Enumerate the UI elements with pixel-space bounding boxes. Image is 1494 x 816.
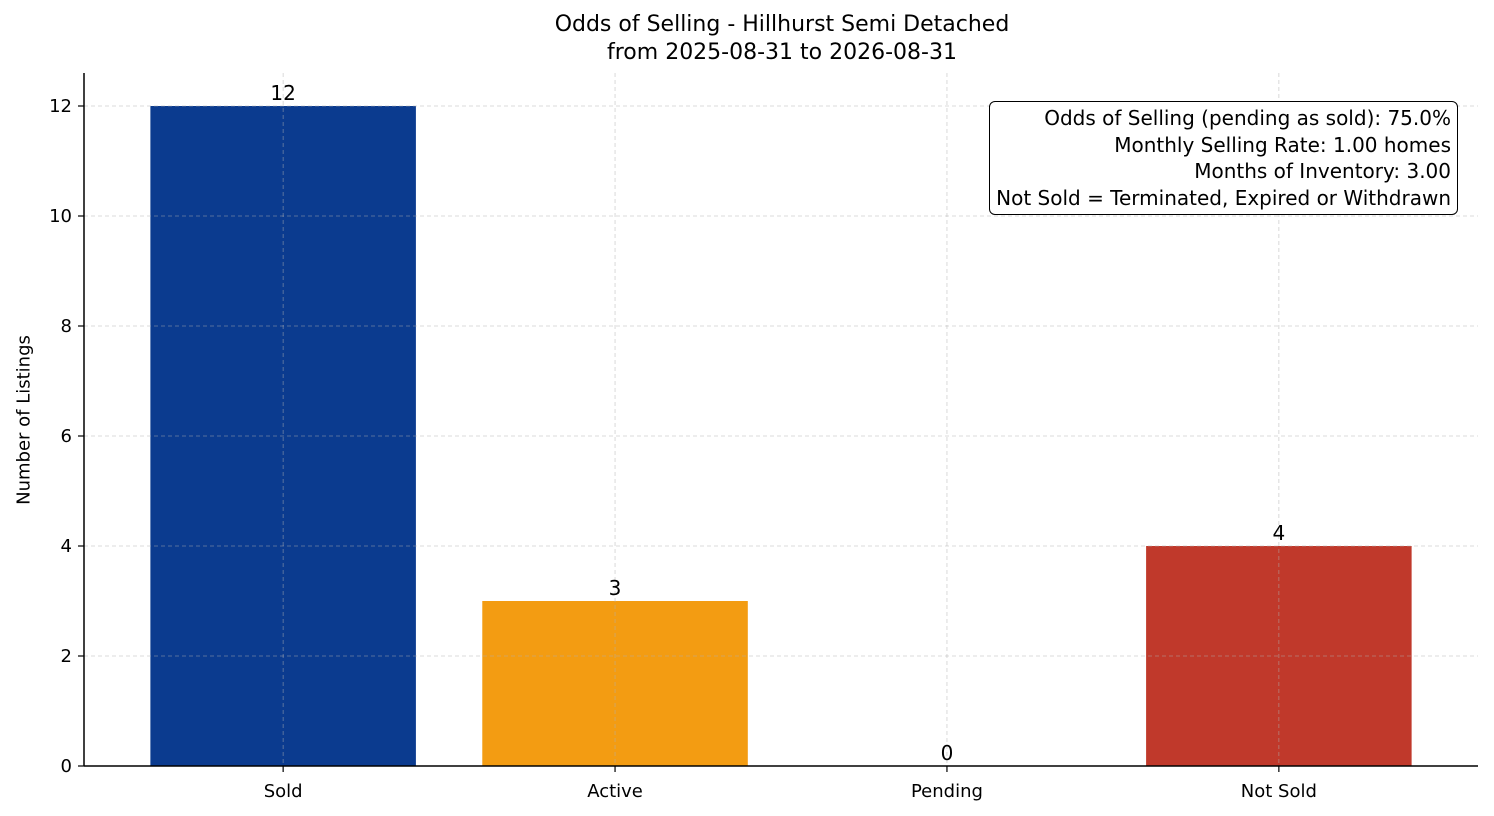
y-tick-label: 2	[61, 646, 72, 667]
stats-line-inventory: Months of Inventory: 3.00	[1194, 159, 1451, 183]
y-tick-label: 10	[49, 206, 72, 227]
data-label-active: 3	[609, 576, 622, 600]
axis-layer: 0 2 4 6 8 10 12 Sold Active Pending Not Sold	[49, 73, 1478, 802]
y-tick-label: 6	[61, 426, 72, 447]
y-tick-label: 12	[49, 96, 72, 117]
y-tick-label: 4	[61, 536, 72, 557]
x-tick-label-sold: Sold	[264, 781, 303, 802]
y-tick-label: 8	[61, 316, 72, 337]
x-tick-label-not-sold: Not Sold	[1241, 781, 1317, 802]
chart-title: Odds of Selling - Hillhurst Semi Detache…	[554, 12, 1010, 37]
stats-line-rate: Monthly Selling Rate: 1.00 homes	[1114, 132, 1451, 157]
data-label-pending: 0	[941, 741, 954, 765]
label-layer: 12 3 0 4	[270, 81, 1285, 765]
data-label-not-sold: 4	[1272, 521, 1285, 545]
stats-line-note: Not Sold = Terminated, Expired or Withdr…	[996, 185, 1451, 210]
stats-annotation-box: Odds of Selling (pending as sold): 75.0%…	[989, 101, 1458, 215]
grid-layer	[84, 73, 1478, 766]
x-tick-label-pending: Pending	[911, 781, 983, 802]
data-label-sold: 12	[270, 81, 295, 105]
x-tick-label-active: Active	[587, 781, 643, 802]
chart-subtitle: from 2025-08-31 to 2026-08-31	[607, 40, 957, 65]
y-tick-label: 0	[61, 756, 72, 777]
stats-line-odds: Odds of Selling (pending as sold): 75.0%	[1044, 106, 1451, 130]
